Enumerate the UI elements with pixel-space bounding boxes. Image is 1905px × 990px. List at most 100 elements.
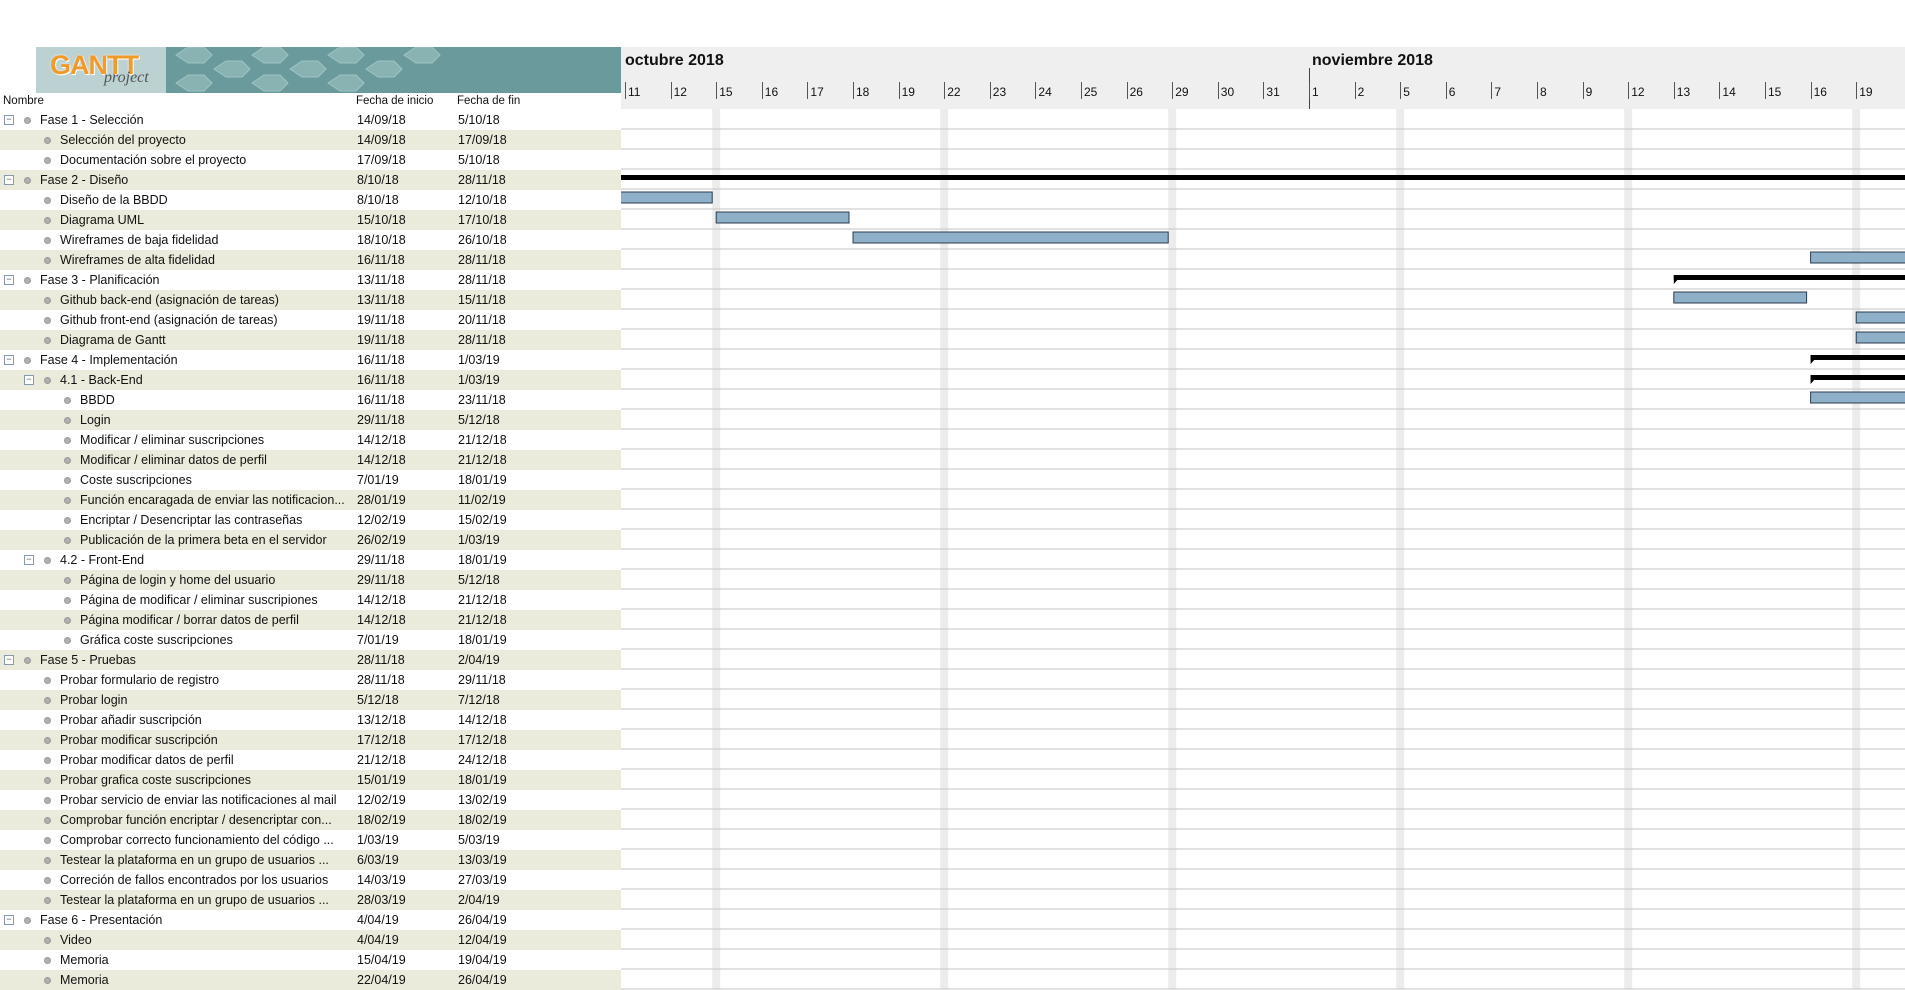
task-end-date[interactable]: 5/03/19 bbox=[458, 833, 500, 847]
task-end-date[interactable]: 5/10/18 bbox=[458, 153, 500, 167]
task-start-date[interactable]: 4/04/19 bbox=[357, 913, 399, 927]
task-start-date[interactable]: 1/03/19 bbox=[357, 833, 399, 847]
task-name[interactable]: Comprobar correcto funcionamiento del có… bbox=[60, 833, 334, 847]
task-start-date[interactable]: 18/10/18 bbox=[357, 233, 406, 247]
task-name[interactable]: Testear la plataforma en un grupo de usu… bbox=[60, 853, 329, 867]
task-end-date[interactable]: 19/04/19 bbox=[458, 953, 507, 967]
task-start-date[interactable]: 12/02/19 bbox=[357, 793, 406, 807]
task-name[interactable]: Probar formulario de registro bbox=[60, 673, 220, 687]
task-start-date[interactable]: 7/01/19 bbox=[357, 473, 399, 487]
task-name[interactable]: Página modificar / borrar datos de perfi… bbox=[80, 613, 299, 627]
task-start-date[interactable]: 18/02/19 bbox=[357, 813, 406, 827]
task-start-date[interactable]: 6/03/19 bbox=[357, 853, 399, 867]
task-name[interactable]: Fase 2 - Diseño bbox=[40, 173, 129, 187]
task-name[interactable]: Video bbox=[60, 933, 92, 947]
task-end-date[interactable]: 13/02/19 bbox=[458, 793, 507, 807]
table-row[interactable]: Wireframes de alta fidelidad 16/11/18 28/1… bbox=[0, 250, 621, 270]
task-name[interactable]: Comprobar función encriptar / desencript… bbox=[60, 813, 332, 827]
task-name[interactable]: Fase 6 - Presentación bbox=[40, 913, 163, 927]
collapse-icon[interactable]: − bbox=[24, 555, 34, 565]
task-start-date[interactable]: 17/12/18 bbox=[357, 733, 406, 747]
task-start-date[interactable]: 16/11/18 bbox=[357, 253, 405, 267]
task-end-date[interactable]: 15/02/19 bbox=[458, 513, 507, 527]
task-start-date[interactable]: 14/12/18 bbox=[357, 593, 406, 607]
task-end-date[interactable]: 15/11/18 bbox=[458, 293, 506, 307]
table-row[interactable]: Github front-end (asignación de tareas) 1… bbox=[0, 310, 621, 330]
task-start-date[interactable]: 22/04/19 bbox=[357, 973, 406, 987]
task-end-date[interactable]: 18/01/19 bbox=[458, 633, 507, 647]
table-row[interactable]: − 4.1 - Back-End 16/11/18 1/03/19 bbox=[0, 370, 621, 390]
table-row[interactable]: Probar añadir suscripción 13/12/18 14/12/1… bbox=[0, 710, 621, 730]
table-row[interactable]: Diagrama de Gantt 19/11/18 28/11/18 bbox=[0, 330, 621, 350]
table-row[interactable]: Probar modificar datos de perfil 21/12/18… bbox=[0, 750, 621, 770]
task-end-date[interactable]: 2/04/19 bbox=[458, 893, 500, 907]
task-start-date[interactable]: 29/11/18 bbox=[357, 413, 405, 427]
task-end-date[interactable]: 21/12/18 bbox=[458, 613, 507, 627]
task-start-date[interactable]: 13/12/18 bbox=[357, 713, 406, 727]
task-name[interactable]: Función encaragada de enviar las notific… bbox=[80, 493, 345, 507]
task-start-date[interactable]: 21/12/18 bbox=[357, 753, 406, 767]
task-start-date[interactable]: 16/11/18 bbox=[357, 373, 405, 387]
table-row[interactable]: Función encaragada de enviar las notific… bbox=[0, 490, 621, 510]
task-start-date[interactable]: 8/10/18 bbox=[357, 173, 399, 187]
column-header-end[interactable]: Fecha de fin bbox=[457, 95, 521, 107]
task-end-date[interactable]: 24/12/18 bbox=[458, 753, 507, 767]
table-row[interactable]: Documentación sobre el proyecto 17/09/18 5… bbox=[0, 150, 621, 170]
task-start-date[interactable]: 26/02/19 bbox=[357, 533, 406, 547]
table-row[interactable]: Gráfica coste suscripciones 7/01/19 18/01/… bbox=[0, 630, 621, 650]
task-end-date[interactable]: 7/12/18 bbox=[458, 693, 500, 707]
table-row[interactable]: Coste suscripciones 7/01/19 18/01/19 bbox=[0, 470, 621, 490]
task-start-date[interactable]: 28/11/18 bbox=[357, 653, 405, 667]
task-end-date[interactable]: 18/01/19 bbox=[458, 473, 507, 487]
table-row[interactable]: Probar formulario de registro 28/11/18 29/… bbox=[0, 670, 621, 690]
table-row[interactable]: Memoria 22/04/19 26/04/19 bbox=[0, 970, 621, 990]
task-name[interactable]: Publicación de la primera beta en el ser… bbox=[80, 533, 327, 547]
task-end-date[interactable]: 12/10/18 bbox=[458, 193, 507, 207]
task-start-date[interactable]: 5/12/18 bbox=[357, 693, 399, 707]
table-row[interactable]: Modificar / eliminar datos de perfil 14/1… bbox=[0, 450, 621, 470]
task-name[interactable]: Fase 1 - Selección bbox=[40, 113, 144, 127]
task-end-date[interactable]: 26/04/19 bbox=[458, 913, 507, 927]
task-name[interactable]: 4.2 - Front-End bbox=[60, 553, 145, 567]
task-end-date[interactable]: 28/11/18 bbox=[458, 333, 506, 347]
task-name[interactable]: BBDD bbox=[80, 393, 115, 407]
table-row[interactable]: Wireframes de baja fidelidad 18/10/18 26/1… bbox=[0, 230, 621, 250]
task-end-date[interactable]: 5/12/18 bbox=[458, 413, 500, 427]
task-end-date[interactable]: 26/04/19 bbox=[458, 973, 507, 987]
task-end-date[interactable]: 12/04/19 bbox=[458, 933, 507, 947]
table-row[interactable]: − Fase 6 - Presentación 4/04/19 26/04/19 bbox=[0, 910, 621, 930]
task-name[interactable]: Página de login y home del usuario bbox=[80, 573, 276, 587]
task-end-date[interactable]: 18/01/19 bbox=[458, 773, 507, 787]
collapse-icon[interactable]: − bbox=[4, 175, 14, 185]
task-end-date[interactable]: 21/12/18 bbox=[458, 593, 507, 607]
task-end-date[interactable]: 1/03/19 bbox=[458, 533, 500, 547]
column-header-name[interactable]: Nombre bbox=[3, 95, 44, 107]
table-row[interactable]: Probar servicio de enviar las notificaci… bbox=[0, 790, 621, 810]
table-row[interactable]: Github back-end (asignación de tareas) 13… bbox=[0, 290, 621, 310]
task-start-date[interactable]: 15/01/19 bbox=[357, 773, 406, 787]
task-name[interactable]: Probar servicio de enviar las notificaci… bbox=[60, 793, 337, 807]
task-name[interactable]: Fase 5 - Pruebas bbox=[40, 653, 136, 667]
collapse-icon[interactable]: − bbox=[24, 375, 34, 385]
task-start-date[interactable]: 4/04/19 bbox=[357, 933, 399, 947]
task-name[interactable]: Encriptar / Desencriptar las contraseñas bbox=[80, 513, 303, 527]
task-start-date[interactable]: 13/11/18 bbox=[357, 273, 405, 287]
table-row[interactable]: − Fase 5 - Pruebas 28/11/18 2/04/19 bbox=[0, 650, 621, 670]
task-name[interactable]: Documentación sobre el proyecto bbox=[60, 153, 247, 167]
collapse-icon[interactable]: − bbox=[4, 915, 14, 925]
task-start-date[interactable]: 15/04/19 bbox=[357, 953, 406, 967]
task-name[interactable]: Modificar / eliminar datos de perfil bbox=[80, 453, 267, 467]
task-end-date[interactable]: 18/02/19 bbox=[458, 813, 507, 827]
task-name[interactable]: Fase 3 - Planificación bbox=[40, 273, 160, 287]
task-start-date[interactable]: 19/11/18 bbox=[357, 333, 405, 347]
task-name[interactable]: Wireframes de baja fidelidad bbox=[60, 233, 219, 247]
task-start-date[interactable]: 13/11/18 bbox=[357, 293, 405, 307]
task-end-date[interactable]: 29/11/18 bbox=[458, 673, 506, 687]
task-name[interactable]: Probar grafica coste suscripciones bbox=[60, 773, 252, 787]
column-header-start[interactable]: Fecha de inicio bbox=[356, 95, 434, 107]
table-row[interactable]: Diseño de la BBDD 8/10/18 12/10/18 bbox=[0, 190, 621, 210]
task-end-date[interactable]: 17/12/18 bbox=[458, 733, 507, 747]
task-end-date[interactable]: 26/10/18 bbox=[458, 233, 507, 247]
table-row[interactable]: Testear la plataforma en un grupo de usu… bbox=[0, 850, 621, 870]
task-name[interactable]: Diagrama UML bbox=[60, 213, 145, 227]
